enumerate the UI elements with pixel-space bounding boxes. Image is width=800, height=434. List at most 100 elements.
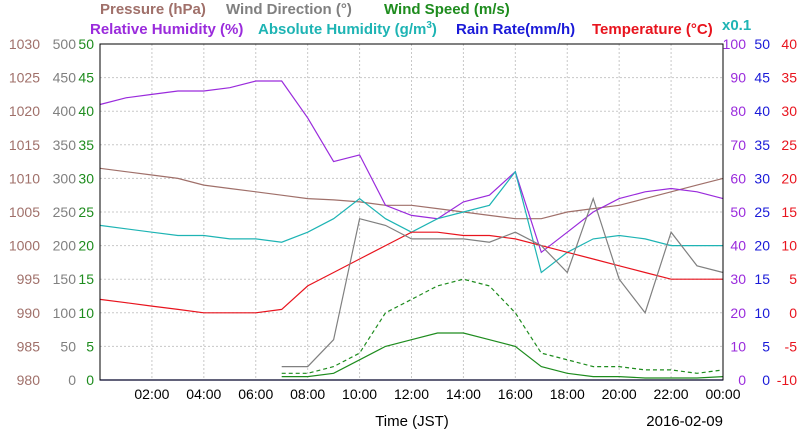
y-tick-label: 995 bbox=[17, 271, 41, 287]
y-tick-label: 0 bbox=[68, 372, 76, 388]
y-tick-label: 40 bbox=[754, 103, 770, 119]
series-line bbox=[281, 332, 724, 379]
x-tick-label: 18:00 bbox=[550, 386, 585, 402]
y-tick-label: 35 bbox=[781, 70, 797, 86]
y-tick-label: 150 bbox=[53, 271, 77, 287]
y-tick-label: 1030 bbox=[9, 36, 40, 52]
series-line bbox=[99, 80, 724, 254]
y-tick-label: 10 bbox=[781, 238, 797, 254]
x-tick-label: 04:00 bbox=[186, 386, 221, 402]
grid-lines bbox=[100, 44, 724, 380]
y-tick-label: 0 bbox=[789, 305, 797, 321]
y-tick-label: -5 bbox=[785, 338, 798, 354]
y-tick-label: 25 bbox=[754, 204, 770, 220]
y-tick-label: 15 bbox=[754, 271, 770, 287]
legend-scale-note: x0.1 bbox=[722, 17, 751, 34]
legend-absolute-humidity-tail: ) bbox=[432, 21, 437, 38]
y-tick-label: 35 bbox=[78, 137, 94, 153]
y-tick-label: 15 bbox=[781, 204, 797, 220]
y-tick-label: 45 bbox=[78, 70, 94, 86]
legend-absolute-humidity: Absolute Humidity (g/m3) bbox=[258, 20, 437, 38]
y-tick-label: 20 bbox=[78, 238, 94, 254]
legend-wind-direction: Wind Direction (°) bbox=[226, 1, 352, 18]
x-tick-label: 08:00 bbox=[290, 386, 325, 402]
y-tick-label: 500 bbox=[53, 36, 77, 52]
y-tick-label: 10 bbox=[78, 305, 94, 321]
y-tick-label: 30 bbox=[730, 271, 746, 287]
x-tick-label: 22:00 bbox=[654, 386, 689, 402]
y-tick-label: 100 bbox=[53, 305, 77, 321]
y-tick-label: 10 bbox=[730, 338, 746, 354]
y-tick-label: 60 bbox=[730, 170, 746, 186]
series-line bbox=[99, 167, 724, 220]
y-tick-label: 0 bbox=[762, 372, 770, 388]
x-tick-label: 02:00 bbox=[134, 386, 169, 402]
y-tick-label: 0 bbox=[86, 372, 94, 388]
legend-absolute-humidity-text: Absolute Humidity (g/m bbox=[258, 21, 426, 38]
legend-relative-humidity: Relative Humidity (%) bbox=[90, 21, 243, 38]
y-tick-label: 50 bbox=[754, 36, 770, 52]
x-tick-label: 14:00 bbox=[446, 386, 481, 402]
legend-rain-rate: Rain Rate(mm/h) bbox=[456, 21, 575, 38]
x-tick-label: 00:00 bbox=[705, 386, 740, 402]
y-tick-label: 20 bbox=[754, 238, 770, 254]
series-line bbox=[99, 231, 723, 314]
y-tick-label: 30 bbox=[754, 170, 770, 186]
y-tick-label: 5 bbox=[762, 338, 770, 354]
axis-ticks: 02:00 04:00 06:00 08:00 10:00 12:00 14:00 16:00… bbox=[9, 36, 797, 402]
x-tick-label: 16:00 bbox=[498, 386, 533, 402]
plot-frame bbox=[99, 43, 724, 381]
y-tick-label: 50 bbox=[730, 204, 746, 220]
legend-pressure: Pressure (hPa) bbox=[100, 1, 206, 18]
y-tick-label: 80 bbox=[730, 103, 746, 119]
chart-date: 2016-02-09 bbox=[646, 413, 723, 430]
y-tick-label: 350 bbox=[53, 137, 77, 153]
legend-temperature: Temperature (°C) bbox=[592, 21, 713, 38]
series-lines bbox=[99, 80, 724, 381]
y-tick-label: 300 bbox=[53, 170, 77, 186]
y-tick-label: 250 bbox=[53, 204, 77, 220]
y-tick-label: 50 bbox=[78, 36, 94, 52]
x-tick-label: 12:00 bbox=[394, 386, 429, 402]
legend-absolute-humidity-sup: 3 bbox=[426, 20, 432, 31]
y-tick-label: 990 bbox=[17, 305, 41, 321]
y-tick-label: 5 bbox=[86, 338, 94, 354]
y-tick-label: 40 bbox=[730, 238, 746, 254]
y-tick-label: 20 bbox=[781, 170, 797, 186]
legend-wind-speed: Wind Speed (m/s) bbox=[384, 1, 510, 18]
y-tick-label: 0 bbox=[738, 372, 746, 388]
y-tick-label: 30 bbox=[78, 170, 94, 186]
x-tick-label: 10:00 bbox=[342, 386, 377, 402]
y-tick-label: 1000 bbox=[9, 238, 40, 254]
y-tick-label: 1010 bbox=[9, 170, 40, 186]
y-tick-label: 90 bbox=[730, 70, 746, 86]
y-tick-label: 1020 bbox=[9, 103, 40, 119]
y-tick-label: 40 bbox=[781, 36, 797, 52]
y-tick-label: 400 bbox=[53, 103, 77, 119]
y-tick-label: 30 bbox=[781, 103, 797, 119]
x-tick-label: 06:00 bbox=[238, 386, 273, 402]
y-tick-label: 980 bbox=[17, 372, 41, 388]
y-tick-label: 450 bbox=[53, 70, 77, 86]
y-tick-label: 100 bbox=[723, 36, 747, 52]
y-tick-label: 1005 bbox=[9, 204, 40, 220]
series-line bbox=[281, 196, 724, 368]
y-tick-label: 25 bbox=[78, 204, 94, 220]
y-tick-label: 45 bbox=[754, 70, 770, 86]
y-tick-label: -10 bbox=[777, 372, 797, 388]
y-tick-label: 985 bbox=[17, 338, 41, 354]
x-tick-label: 20:00 bbox=[602, 386, 637, 402]
y-tick-label: 40 bbox=[78, 103, 94, 119]
y-tick-label: 25 bbox=[781, 137, 797, 153]
y-tick-label: 1025 bbox=[9, 70, 40, 86]
y-tick-label: 1015 bbox=[9, 137, 40, 153]
y-tick-label: 15 bbox=[78, 271, 94, 287]
series-line bbox=[281, 278, 724, 374]
y-tick-label: 10 bbox=[754, 305, 770, 321]
y-tick-label: 5 bbox=[789, 271, 797, 287]
y-tick-label: 20 bbox=[730, 305, 746, 321]
y-tick-label: 200 bbox=[53, 238, 77, 254]
x-axis-title: Time (JST) bbox=[375, 413, 449, 430]
